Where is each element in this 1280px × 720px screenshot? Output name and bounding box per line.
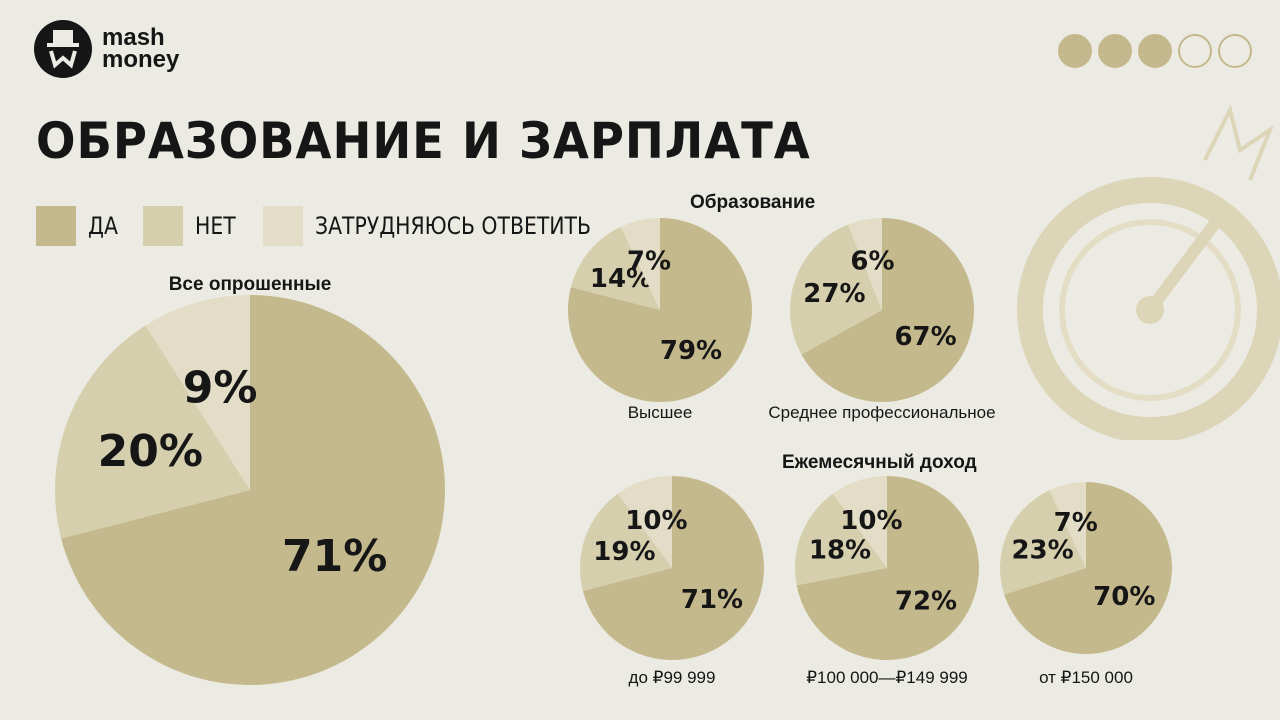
pie-slice [579,493,672,591]
section-income-label: Ежемесячный доход [782,452,977,473]
page-dot-4 [1178,34,1212,68]
pie-category-label: Среднее профессиональное [768,403,995,422]
pie-slice [794,493,887,586]
legend: ДА НЕТ ЗАТРУДНЯЮСЬ ОТВЕТИТЬ [36,206,660,246]
pie-slice [55,325,250,539]
pie-category-label: ₽100 000—₽149 999 [806,668,968,687]
page-dot-2 [1098,34,1132,68]
legend-label: ЗАТРУДНЯЮСЬ ОТВЕТИТЬ [315,212,592,240]
logo-text-line2: money [102,46,180,73]
pie-slice [145,295,250,490]
pie-slice [1049,482,1086,568]
pie-category-label: от ₽150 000 [1039,668,1133,687]
pie-slice [801,218,975,402]
pie-value-label: 9% [183,362,258,413]
legend-item-1: ДА [36,206,123,246]
pie-slice [617,475,672,568]
pie-slice [570,226,660,310]
pie-value-label: 20% [98,426,203,477]
logo: mash money [34,20,179,78]
pie-value-label: 18% [809,536,871,566]
pie-slice [999,490,1086,595]
pie-value-label: 72% [895,586,957,616]
page-dot-3 [1138,34,1172,68]
pie-value-label: 27% [803,279,865,309]
pie-value-label: 7% [627,247,671,277]
legend-swatch [143,206,184,246]
pie-value-label: 23% [1011,535,1073,565]
legend-item-2: НЕТ [143,206,243,246]
pie-value-label: 79% [660,336,722,366]
pie-slice [567,218,752,402]
pie-value-label: 10% [625,506,687,536]
pie-slice [790,224,882,355]
logo-text-line1: mash [102,24,165,51]
pie-category-label: Высшее [628,403,693,422]
logo-text: mash money [102,24,180,73]
pie-slice [620,218,660,310]
pie-value-label: 7% [1054,508,1098,538]
legend-swatch [36,206,76,246]
pie-value-label: 71% [681,585,743,615]
pie-value-label: 6% [850,246,894,276]
pie-slice [61,295,446,685]
logo-hat-icon [34,20,92,78]
pie-slice [582,476,764,660]
legend-label: НЕТ [195,212,236,240]
pie-slice [1004,482,1172,654]
pie-value-label: 10% [840,506,902,536]
page-dot-5 [1218,34,1252,68]
pie-category-label: до ₽99 999 [629,668,716,687]
section-education-label: Образование [690,192,816,213]
legend-label: ДА [88,212,118,240]
pie-value-label: 19% [593,537,655,567]
pie-slice [832,476,887,568]
pie-value-label: 70% [1093,582,1155,612]
pie-slice [848,218,882,310]
page-dot-1 [1058,34,1092,68]
pie-value-label: 71% [282,531,387,582]
page-indicator [1058,34,1252,68]
pie-title: Все опрошенные [169,274,332,295]
legend-swatch [263,206,304,246]
page-title: ОБРАЗОВАНИЕ И ЗАРПЛАТА [36,112,811,170]
pie-slice [796,476,980,660]
pie-value-label: 67% [894,322,956,352]
legend-item-3: ЗАТРУДНЯЮСЬ ОТВЕТИТЬ [263,206,640,246]
speedometer-decoration [1017,104,1280,440]
